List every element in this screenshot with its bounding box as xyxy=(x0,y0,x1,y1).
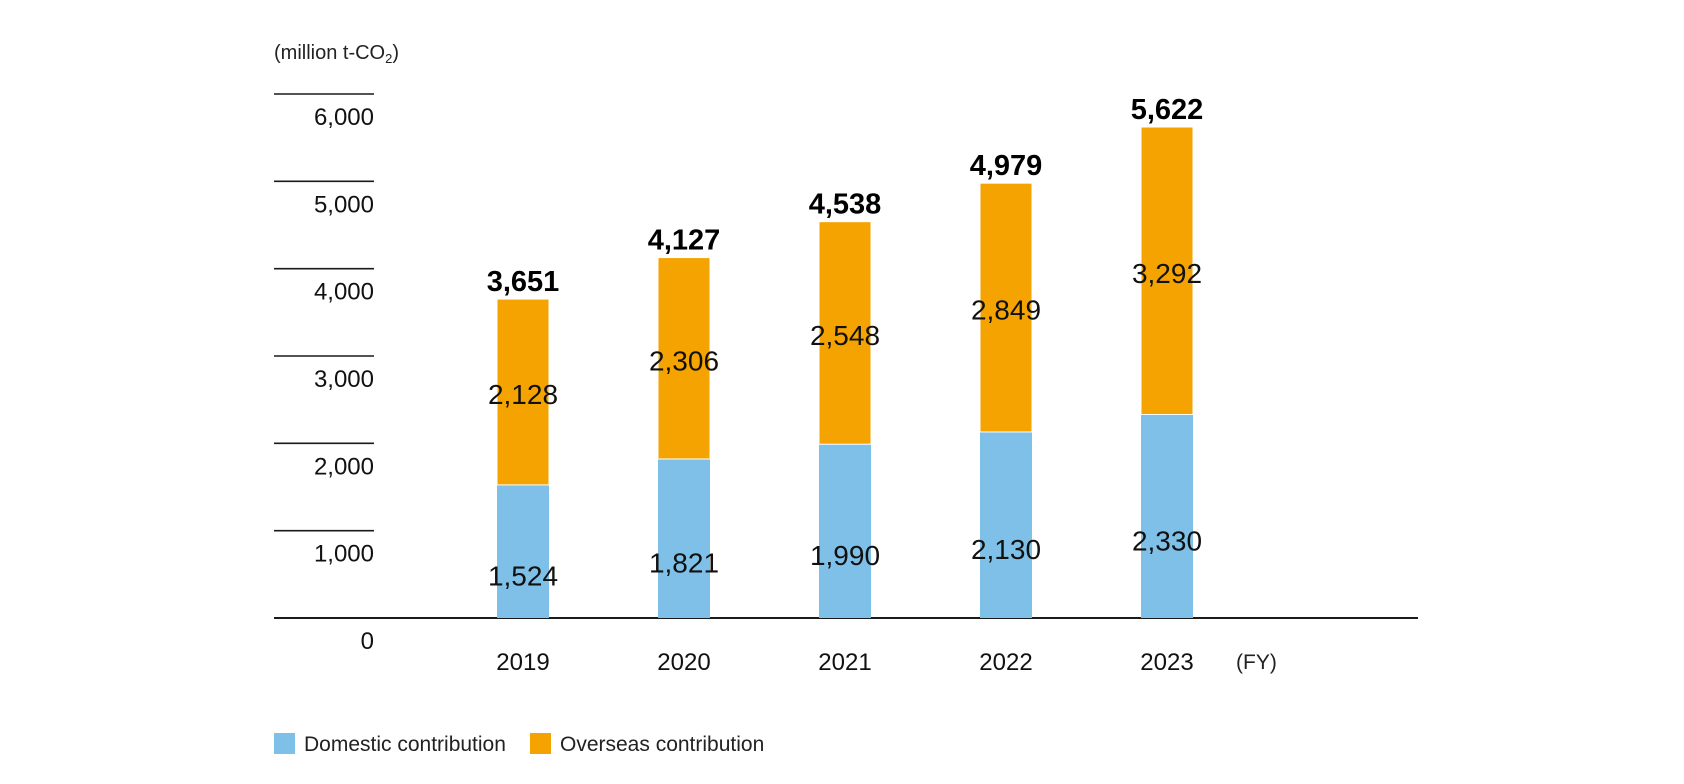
x-tick-label-2022: 2022 xyxy=(979,649,1032,676)
value-label-domestic-2020: 1,821 xyxy=(649,547,719,578)
value-label-domestic-2021: 1,990 xyxy=(810,540,880,571)
total-label-2019: 3,651 xyxy=(487,266,560,298)
bar-overseas-2022 xyxy=(979,182,1033,433)
legend: Domestic contribution Overseas contributi… xyxy=(274,733,764,756)
bars xyxy=(496,126,1194,618)
x-tick-labels: 2019 2020 2021 2022 2023 xyxy=(496,649,1193,676)
value-label-overseas-2023: 3,292 xyxy=(1132,258,1202,289)
value-label-domestic-2023: 2,330 xyxy=(1132,525,1202,556)
value-label-overseas-2021: 2,548 xyxy=(810,320,880,351)
legend-label-overseas: Overseas contribution xyxy=(560,733,764,756)
bar-overseas-2023 xyxy=(1140,126,1194,416)
x-tick-label-2021: 2021 xyxy=(818,649,871,676)
y-tick-label-3000: 3,000 xyxy=(314,366,374,393)
value-label-overseas-2022: 2,849 xyxy=(971,295,1041,326)
y-tick-label-0: 0 xyxy=(361,628,374,655)
y-tick-label-4000: 4,000 xyxy=(314,279,374,306)
unit-label-close: ) xyxy=(392,42,399,64)
bar-overseas-2020 xyxy=(657,257,711,460)
y-tick-label-5000: 5,000 xyxy=(314,191,374,218)
data-labels: 1,524 2,128 3,651 1,821 2,306 4,127 1,990 2,548… xyxy=(487,94,1204,591)
value-label-domestic-2019: 1,524 xyxy=(488,560,558,591)
total-label-2023: 5,622 xyxy=(1131,94,1204,126)
y-tick-label-1000: 1,000 xyxy=(314,541,374,568)
unit-label-subscript: 2 xyxy=(385,51,392,66)
value-label-domestic-2022: 2,130 xyxy=(971,534,1041,565)
total-label-2022: 4,979 xyxy=(970,150,1043,182)
legend-swatch-overseas xyxy=(530,733,551,754)
bar-domestic-2019 xyxy=(497,484,549,618)
bar-overseas-2021 xyxy=(818,221,872,445)
y-tick-label-2000: 2,000 xyxy=(314,453,374,480)
x-tick-label-2020: 2020 xyxy=(657,649,710,676)
y-axis-unit-label: (million t-CO2) xyxy=(274,42,399,66)
value-label-overseas-2019: 2,128 xyxy=(488,379,558,410)
bar-domestic-2021 xyxy=(819,444,871,618)
x-axis-unit-label: (FY) xyxy=(1236,651,1277,674)
bar-domestic-2023 xyxy=(1141,414,1193,618)
bar-overseas-2019 xyxy=(496,298,550,486)
total-label-2021: 4,538 xyxy=(809,189,882,221)
y-tick-labels: 0 1,000 2,000 3,000 4,000 5,000 6,000 xyxy=(314,104,374,655)
legend-swatch-domestic xyxy=(274,733,295,754)
value-label-overseas-2020: 2,306 xyxy=(649,345,719,376)
x-tick-label-2019: 2019 xyxy=(496,649,549,676)
x-tick-label-2023: 2023 xyxy=(1140,649,1193,676)
bar-domestic-2020 xyxy=(658,458,710,618)
unit-label-main: (million t-CO xyxy=(274,42,385,64)
y-tick-label-6000: 6,000 xyxy=(314,104,374,131)
total-label-2020: 4,127 xyxy=(648,225,721,257)
legend-label-domestic: Domestic contribution xyxy=(304,733,506,756)
bar-domestic-2022 xyxy=(980,431,1032,618)
